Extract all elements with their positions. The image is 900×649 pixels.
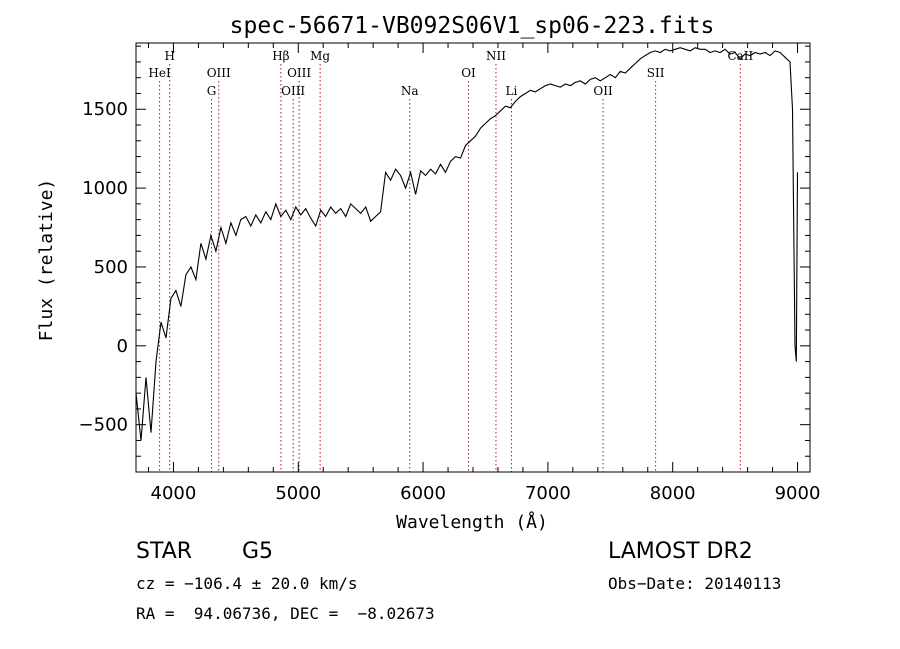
annotation-label: NII (486, 49, 506, 63)
annotation-label: H (164, 49, 174, 63)
object-class: STAR (136, 539, 193, 564)
annotation-label: Mg (310, 49, 330, 63)
obs-date: Obs−Date: 20140113 (608, 574, 782, 593)
annotation-label: HeI (148, 66, 171, 80)
subclass: G5 (242, 539, 274, 564)
y-tick-label: −500 (79, 415, 128, 436)
x-tick-label: 5000 (275, 483, 321, 504)
annotation-label: OIII (281, 84, 305, 98)
annotation-label: OII (593, 84, 613, 98)
annotation-label: Hβ (272, 49, 289, 63)
chart-title: spec-56671-VB092S06V1_sp06-223.fits (230, 13, 715, 39)
y-tick-label: 0 (117, 336, 128, 357)
coordinates: RA = 94.06736, DEC = −8.02673 (136, 604, 435, 623)
y-tick-label: 1500 (82, 99, 128, 120)
x-tick-label: 9000 (775, 483, 821, 504)
velocity-readout: cz = −106.4 ± 20.0 km/s (136, 574, 358, 593)
spectrum-line (135, 47, 799, 441)
x-tick-label: 6000 (400, 483, 446, 504)
x-tick-label: 7000 (525, 483, 571, 504)
annotation-label: Na (401, 84, 419, 98)
annotation-label: OI (461, 66, 476, 80)
y-tick-label: 500 (94, 257, 128, 278)
x-axis: 4000 5000 6000 7000 8000 9000 (147, 43, 821, 504)
x-tick-label: 4000 (151, 483, 197, 504)
y-axis: −500 0 500 1000 1500 (79, 45, 810, 457)
y-axis-label: Flux (relative) (36, 179, 57, 342)
x-axis-label: Wavelength (Å) (396, 511, 548, 533)
annotation-label: OIII (207, 66, 231, 80)
annotation-label: SII (647, 66, 665, 80)
x-tick-label: 8000 (650, 483, 696, 504)
annotation-label: Li (506, 84, 518, 98)
survey-name: LAMOST DR2 (608, 539, 753, 564)
y-tick-label: 1000 (82, 178, 128, 199)
annotation-label: G (207, 84, 217, 98)
annotation-label: OIII (287, 66, 311, 80)
plot-frame (135, 42, 811, 473)
